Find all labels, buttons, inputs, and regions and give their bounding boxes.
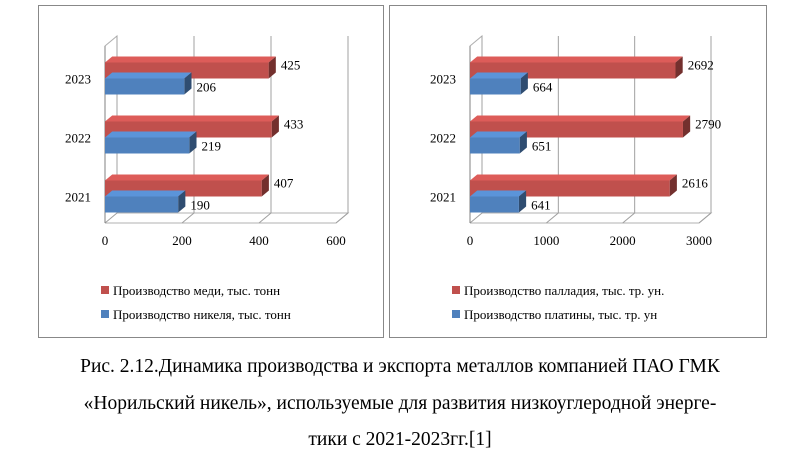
bar: [470, 190, 527, 213]
legend-swatch: [452, 310, 460, 318]
bar-top-series-top-face: [470, 115, 691, 122]
bar-top-series-top-face: [470, 174, 677, 181]
chart-floor: [105, 212, 350, 224]
bar: [105, 131, 197, 154]
data-label: 2790: [695, 117, 721, 132]
y-category-label: 2022: [65, 131, 91, 146]
bar-top-series-top-face: [105, 115, 279, 122]
bar-bottom-series-front-face: [470, 78, 521, 95]
bar-top-series-end-face: [261, 174, 269, 197]
y-category-label: 2022: [430, 131, 456, 146]
chart-floor: [470, 212, 713, 224]
bar-bottom-series-front-face: [105, 137, 190, 154]
x-tick-label: 1000: [533, 233, 559, 248]
bar-bottom-series-end-face: [189, 131, 197, 154]
y-category-label: 2023: [65, 72, 91, 87]
data-label: 206: [197, 80, 217, 95]
legend-entry: Производство меди, тыс. тонн: [113, 283, 280, 298]
bar: [105, 72, 192, 95]
chart-precious-metals: 0 1000 2000 3000 2021 2616 641 2022 2790 651 2023 2…: [430, 34, 721, 322]
x-tick-label: 200: [172, 233, 192, 248]
bar-bottom-series-front-face: [105, 78, 185, 95]
bar-top-series-top-face: [105, 56, 276, 63]
chart-panel-metals: 0 200 400 600 2021 407 190 2022 433 219 2023 425 206…: [38, 5, 384, 338]
y-category-label: 2023: [430, 72, 456, 87]
data-label: 407: [274, 176, 294, 191]
data-label: 190: [190, 198, 210, 213]
legend-swatch: [452, 286, 460, 294]
bar-bottom-series-front-face: [470, 196, 519, 213]
bar-bottom-series-top-face: [470, 72, 528, 79]
chart-panel-precious-metals: 0 1000 2000 3000 2021 2616 641 2022 2790 651 2023 2…: [389, 5, 767, 338]
x-tick-label: 400: [249, 233, 269, 248]
bar: [105, 190, 186, 213]
bar-bottom-series-end-face: [184, 72, 192, 95]
y-category-label: 2021: [430, 190, 456, 205]
legend-entry: Производство платины, тыс. тр. ун: [464, 307, 657, 322]
gridline: [622, 36, 636, 224]
data-label: 641: [531, 198, 551, 213]
bar-bottom-series-top-face: [105, 190, 186, 197]
data-label: 433: [284, 117, 304, 132]
bar: [470, 56, 683, 79]
data-label: 425: [281, 58, 301, 73]
gridline: [335, 36, 349, 224]
legend-entry: Производство никеля, тыс. тонн: [113, 307, 291, 322]
x-tick-label: 0: [102, 233, 109, 248]
gridline: [258, 36, 272, 224]
gridline: [104, 36, 118, 224]
legend-entry: Производство палладия, тыс. тр. ун.: [464, 283, 664, 298]
bar-bottom-series-end-face: [519, 131, 527, 154]
bar-top-series-end-face: [268, 56, 276, 79]
y-category-label: 2021: [65, 190, 91, 205]
x-tick-label: 0: [467, 233, 474, 248]
figure-caption-line-3: тики с 2021-2023гг.[1]: [308, 429, 492, 450]
bar: [470, 131, 527, 154]
legend-swatch: [101, 286, 109, 294]
gridline: [181, 36, 195, 224]
bar-bottom-series-top-face: [470, 131, 527, 138]
bar-top-series-top-face: [470, 56, 683, 63]
chart-metals: 0 200 400 600 2021 407 190 2022 433 219 2023 425 206…: [65, 34, 350, 322]
bar-bottom-series-front-face: [470, 137, 520, 154]
x-tick-label: 2000: [610, 233, 636, 248]
bar-top-series-top-face: [105, 174, 269, 181]
bar-bottom-series-top-face: [105, 131, 197, 138]
gridline: [546, 36, 559, 224]
bar-top-series-end-face: [271, 115, 279, 138]
data-label: 2692: [688, 58, 714, 73]
legend-swatch: [101, 310, 109, 318]
bar-top-series-end-face: [669, 174, 677, 197]
bar-bottom-series-top-face: [470, 190, 527, 197]
bar-bottom-series-end-face: [518, 190, 527, 213]
data-label: 664: [533, 80, 553, 95]
bar-bottom-series-front-face: [105, 196, 179, 213]
gridline: [698, 36, 712, 224]
bar-bottom-series-top-face: [105, 72, 192, 79]
data-label: 651: [532, 139, 552, 154]
data-label: 219: [202, 139, 222, 154]
bar-bottom-series-end-face: [178, 190, 186, 213]
x-tick-label: 600: [326, 233, 346, 248]
bar: [470, 72, 528, 95]
bar-top-series-end-face: [675, 56, 683, 79]
figure-caption-line-2: «Норильский никель», используемые для ра…: [83, 393, 717, 414]
figure-caption-line-1: Рис. 2.12.Динамика производства и экспор…: [80, 356, 720, 377]
bar-top-series-end-face: [682, 115, 691, 138]
data-label: 2616: [682, 176, 709, 191]
x-tick-label: 3000: [686, 233, 712, 248]
gridline: [469, 36, 483, 224]
bar-bottom-series-end-face: [520, 72, 528, 95]
